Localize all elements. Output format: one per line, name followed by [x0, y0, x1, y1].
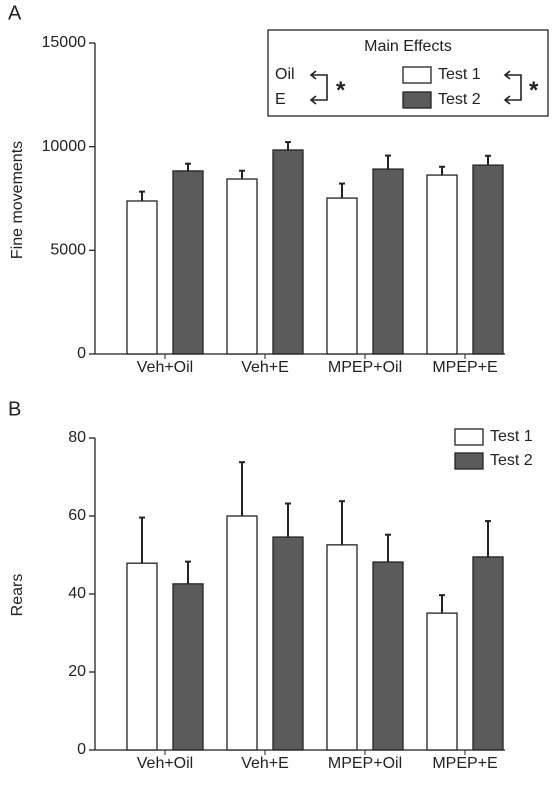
legend-label: Test 2: [490, 452, 533, 469]
panel-label: B: [8, 398, 21, 420]
bar: [472, 556, 504, 751]
factor-label: E: [275, 91, 286, 108]
bar: [426, 174, 458, 355]
legend-swatch: [402, 66, 432, 84]
legend-label: Test 1: [438, 66, 481, 83]
panel-label: A: [8, 2, 22, 24]
y-axis-label: Fine movements: [9, 141, 26, 259]
bar: [172, 583, 204, 751]
y-tick-label: 0: [77, 741, 86, 758]
bar: [326, 544, 358, 751]
x-tick-label: Veh+E: [241, 359, 289, 376]
bar: [326, 197, 358, 355]
y-tick-label: 60: [68, 507, 86, 524]
legend-swatch: [454, 452, 484, 470]
x-tick-label: Veh+Oil: [137, 359, 193, 376]
bar: [372, 561, 404, 751]
bar: [272, 536, 304, 751]
legend-swatch: [454, 428, 484, 446]
x-tick-label: MPEP+Oil: [328, 359, 402, 376]
factor-label: Oil: [275, 66, 295, 83]
bar: [226, 178, 258, 355]
y-tick-label: 15000: [42, 34, 87, 51]
significance: *: [336, 77, 346, 104]
y-tick-label: 40: [68, 585, 86, 602]
legend-title: Main Effects: [364, 38, 452, 55]
bar: [372, 168, 404, 355]
bracket: [309, 70, 328, 105]
y-tick-label: 80: [68, 429, 86, 446]
x-tick-label: MPEP+Oil: [328, 755, 402, 772]
bar: [472, 164, 504, 355]
legend-label: Test 2: [438, 91, 481, 108]
bar: [226, 515, 258, 751]
y-tick-label: 5000: [50, 242, 86, 259]
bar: [426, 612, 458, 751]
legend-box: [267, 29, 549, 117]
legend-label: Test 1: [490, 428, 533, 445]
bracket: [503, 70, 522, 105]
y-tick-label: 0: [77, 345, 86, 362]
legend-swatch: [402, 91, 432, 109]
y-axis-label: Rears: [9, 574, 26, 617]
significance: *: [529, 77, 539, 104]
y-tick-label: 10000: [42, 138, 87, 155]
x-tick-label: Veh+E: [241, 755, 289, 772]
bar: [272, 149, 304, 355]
x-tick-label: MPEP+E: [432, 755, 497, 772]
bar: [172, 170, 204, 355]
x-tick-label: Veh+Oil: [137, 755, 193, 772]
x-tick-label: MPEP+E: [432, 359, 497, 376]
bar: [126, 200, 158, 355]
bar: [126, 562, 158, 751]
y-tick-label: 20: [68, 663, 86, 680]
